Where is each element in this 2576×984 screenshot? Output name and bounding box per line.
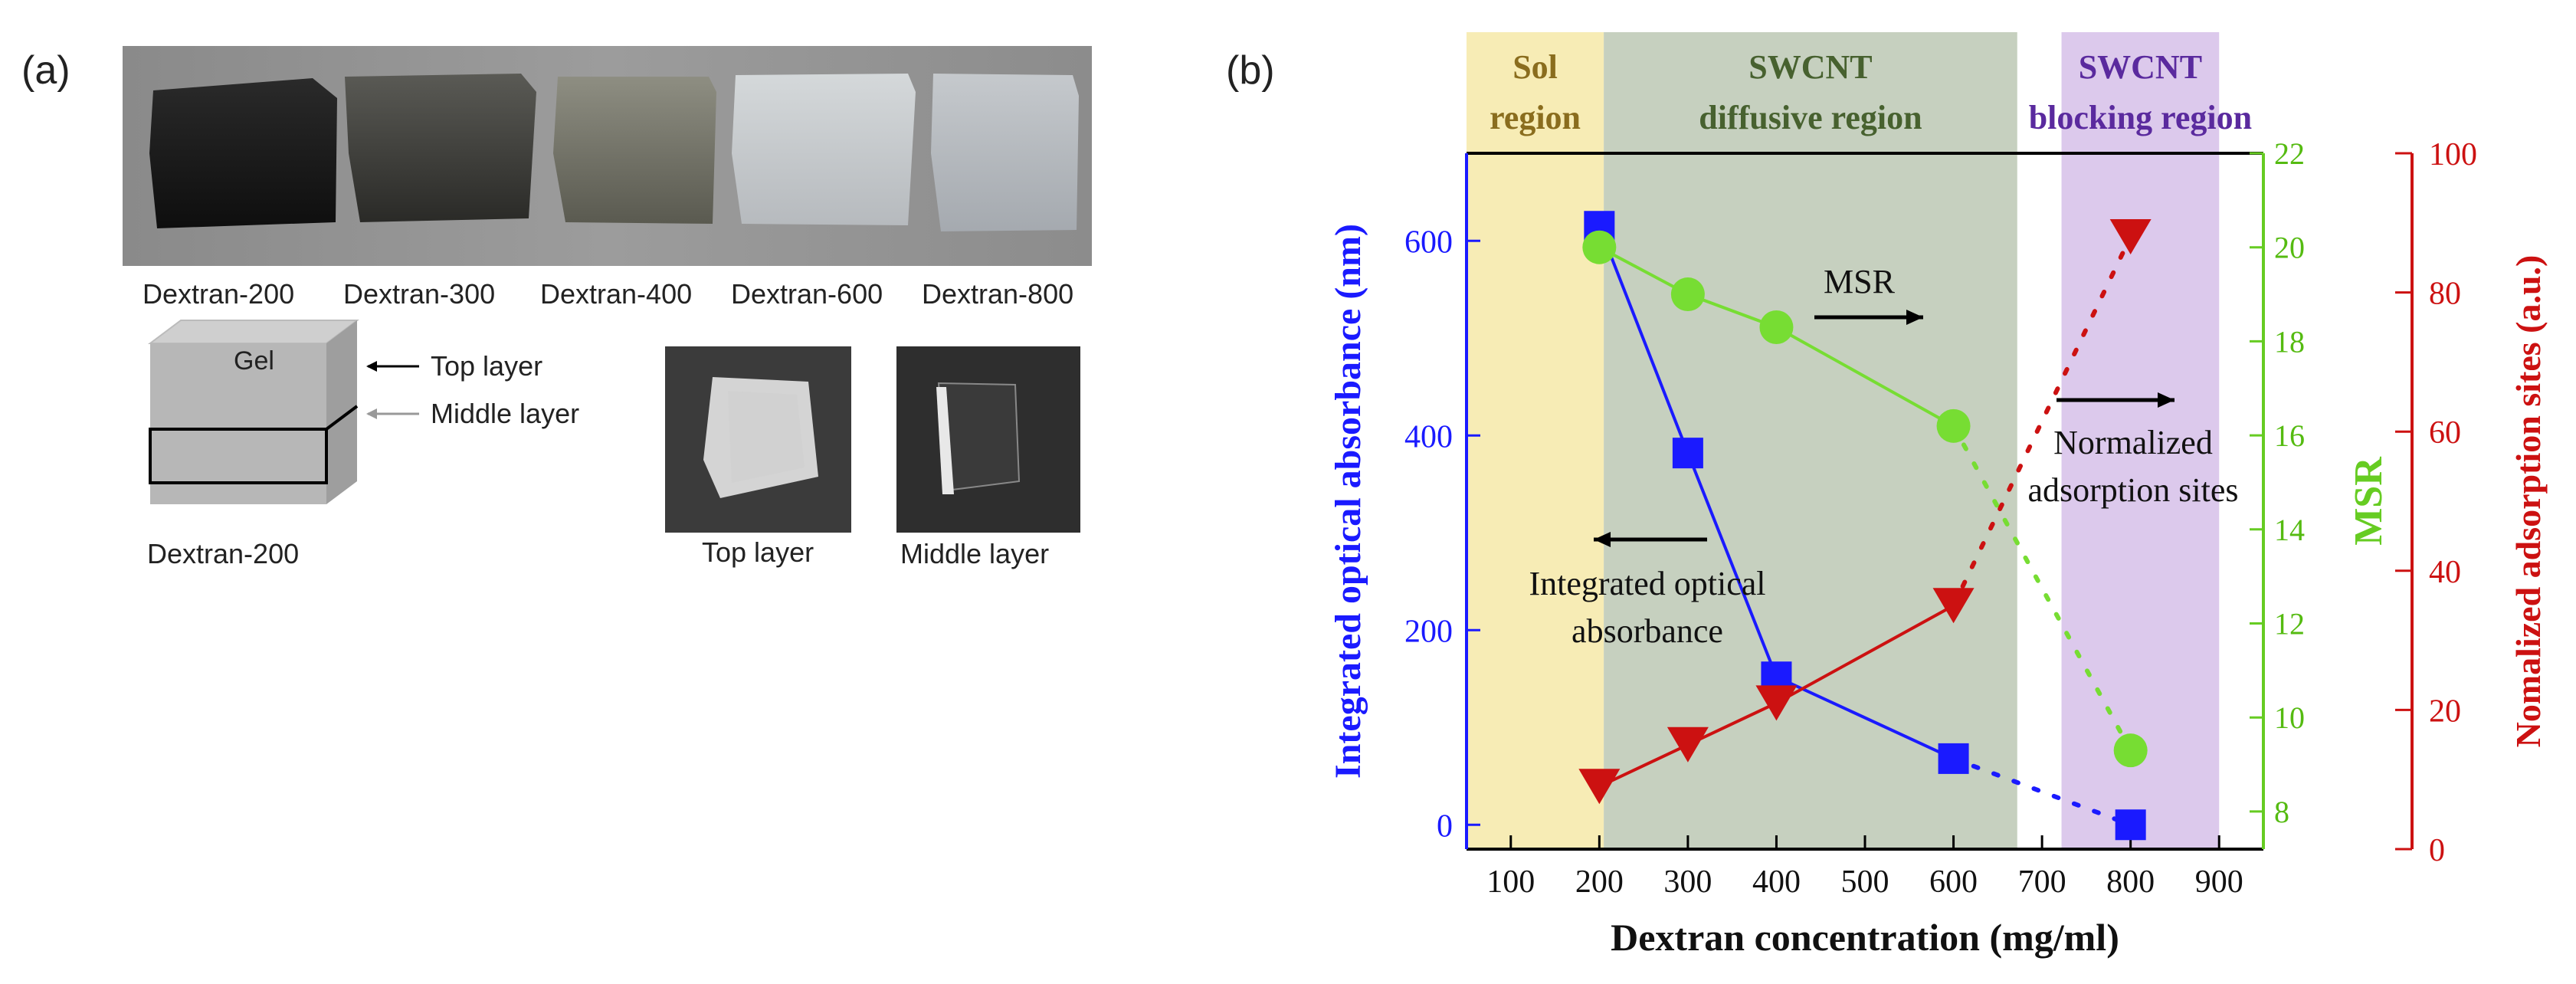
y-right2-axis-title: Nomalized adsorption sites (a.u.) bbox=[2509, 255, 2548, 748]
annotation-adsorption-1: adsorption sites bbox=[2028, 471, 2239, 509]
diagram-middle-layer-label: Middle layer bbox=[431, 398, 580, 429]
panel-b-label: (b) bbox=[1226, 48, 1275, 93]
point-msr bbox=[2113, 733, 2148, 768]
y-right1-tick-label: 22 bbox=[2274, 136, 2305, 171]
series-layer bbox=[1578, 211, 2152, 841]
gel-dextran-600 bbox=[732, 74, 916, 225]
x-tick-label: 800 bbox=[2106, 864, 2155, 900]
annotation-absorbance-arrow-head bbox=[1594, 532, 1611, 547]
photo-label-dextran-300: Dextran-300 bbox=[343, 278, 496, 310]
point-absorbance bbox=[2115, 809, 2146, 841]
y-left-tick-label: 0 bbox=[1437, 809, 1453, 844]
y-right2-tick-label: 100 bbox=[2429, 137, 2477, 172]
series-line-2 bbox=[1598, 604, 1955, 789]
point-adsorption bbox=[1578, 769, 1621, 805]
point-adsorption bbox=[1667, 727, 1709, 763]
y-left-axis-title: Integrated optical absorbance (nm) bbox=[1328, 224, 1368, 779]
region-band-0 bbox=[1467, 32, 1604, 849]
y-right1-tick-label: 20 bbox=[2274, 231, 2305, 265]
y-left-tick-label: 200 bbox=[1404, 614, 1453, 649]
y-left-tick-label: 400 bbox=[1404, 419, 1453, 454]
y-right1-tick-label: 10 bbox=[2274, 700, 2305, 735]
region-label-2-0: SWCNT bbox=[2079, 48, 2202, 86]
gel-dextran-400 bbox=[553, 77, 716, 224]
y-right2-tick-label: 0 bbox=[2429, 833, 2445, 868]
y-right2-tick-label: 20 bbox=[2429, 694, 2461, 729]
region-label-0-0: Sol bbox=[1512, 48, 1558, 86]
x-tick-label: 300 bbox=[1663, 864, 1712, 900]
layer-photo-label-middle: Middle layer bbox=[900, 538, 1050, 569]
gel-dextran-300 bbox=[345, 74, 536, 222]
y-right1-tick-label: 14 bbox=[2274, 513, 2305, 547]
diagram-gel-label: Gel bbox=[234, 346, 274, 376]
diagram-top-layer-label: Top layer bbox=[431, 350, 543, 382]
point-adsorption bbox=[1932, 588, 1975, 624]
x-tick-label: 200 bbox=[1575, 864, 1624, 900]
point-msr bbox=[1582, 230, 1617, 264]
y-right2-tick-label: 40 bbox=[2429, 555, 2461, 590]
photo-label-dextran-800: Dextran-800 bbox=[922, 278, 1074, 310]
region-label-1-0: SWCNT bbox=[1748, 48, 1872, 86]
labels-layer: MSR Integrated optical absorbance Normalize… bbox=[1529, 263, 2238, 650]
panel-a-label: (a) bbox=[21, 48, 70, 93]
diagram-sample-label: Dextran-200 bbox=[147, 538, 300, 569]
annotation-msr: MSR bbox=[1824, 263, 1896, 300]
region-label-1-1: diffusive region bbox=[1699, 99, 1922, 136]
gel-dextran-200 bbox=[149, 78, 337, 228]
x-axis-title: Dextran concentration (mg/ml) bbox=[1611, 916, 2119, 959]
x-tick-label: 900 bbox=[2195, 864, 2243, 900]
x-tick-label: 100 bbox=[1486, 864, 1535, 900]
x-tick-label: 600 bbox=[1929, 864, 1978, 900]
annotation-adsorption-0: Normalized bbox=[2053, 424, 2213, 461]
series-line-1 bbox=[1598, 245, 1955, 428]
y-right1-tick-label: 12 bbox=[2274, 607, 2305, 641]
x-tick-label: 500 bbox=[1841, 864, 1889, 900]
y-right1-tick-label: 8 bbox=[2274, 795, 2289, 829]
photo-label-dextran-600: Dextran-600 bbox=[731, 278, 883, 310]
annotation-absorbance-0: Integrated optical bbox=[1529, 565, 1765, 602]
x-tick-label: 400 bbox=[1752, 864, 1801, 900]
annotation-absorbance-1: absorbance bbox=[1571, 612, 1723, 650]
y-right2-tick-label: 60 bbox=[2429, 415, 2461, 451]
photo-label-dextran-200: Dextran-200 bbox=[143, 278, 295, 310]
annotation-msr-arrow-head bbox=[1906, 310, 1923, 325]
layer-diagram bbox=[148, 320, 419, 504]
point-msr bbox=[1936, 408, 1971, 443]
region-label-0-1: region bbox=[1490, 99, 1581, 136]
series-dotted-line-2 bbox=[1951, 234, 2133, 608]
region-band-2 bbox=[2061, 32, 2220, 849]
point-msr bbox=[1670, 277, 1705, 312]
x-tick-label: 700 bbox=[2018, 864, 2066, 900]
point-absorbance bbox=[1938, 743, 1969, 774]
point-msr bbox=[1759, 310, 1794, 344]
y-right1-tick-label: 16 bbox=[2274, 418, 2305, 453]
y-right1-tick-label: 18 bbox=[2274, 324, 2305, 359]
series-line-0 bbox=[1598, 225, 1955, 760]
photo-label-dextran-400: Dextran-400 bbox=[540, 278, 693, 310]
y-left-tick-label: 600 bbox=[1404, 225, 1453, 260]
layer-photo-label-top: Top layer bbox=[702, 536, 814, 568]
gel-photo-figure bbox=[123, 46, 1092, 533]
point-absorbance bbox=[1672, 438, 1703, 469]
annotation-adsorption-arrow-head bbox=[2158, 392, 2175, 408]
gel-dextran-800 bbox=[931, 74, 1079, 231]
point-adsorption bbox=[1755, 685, 1798, 721]
point-adsorption bbox=[2109, 218, 2152, 254]
region-label-2-1: blocking region bbox=[2029, 99, 2252, 136]
y-right1-axis-title: MSR bbox=[2347, 456, 2391, 546]
y-right2-tick-label: 80 bbox=[2429, 277, 2461, 312]
